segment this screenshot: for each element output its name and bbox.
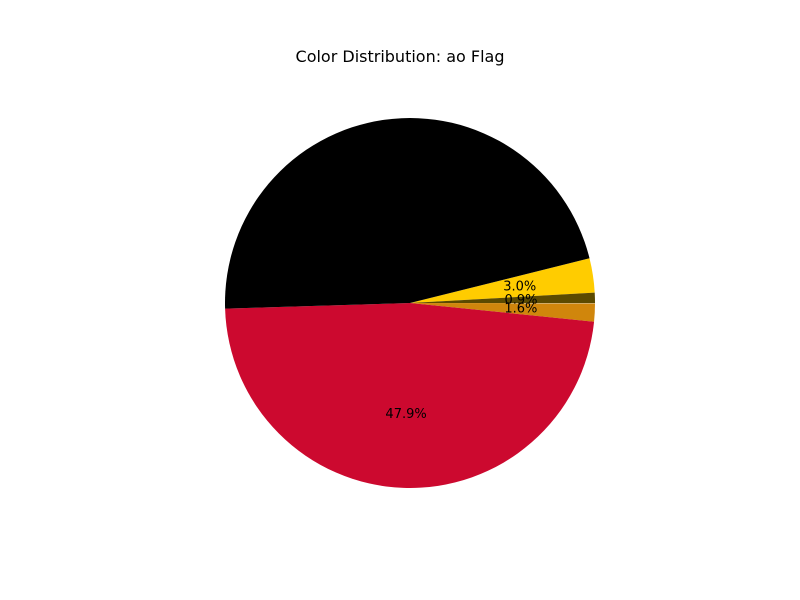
slice-percent-label: 1.6% (504, 302, 537, 317)
pie-slice (410, 258, 595, 303)
pie-slice (225, 118, 590, 309)
slice-percent-label: 3.0% (503, 279, 536, 294)
chart-title: Color Distribution: ao Flag (295, 47, 505, 66)
pie-slice (410, 303, 595, 322)
slice-percent-label: 47.9% (385, 407, 426, 422)
pie-slice (225, 303, 595, 488)
pie-slice (410, 292, 595, 304)
